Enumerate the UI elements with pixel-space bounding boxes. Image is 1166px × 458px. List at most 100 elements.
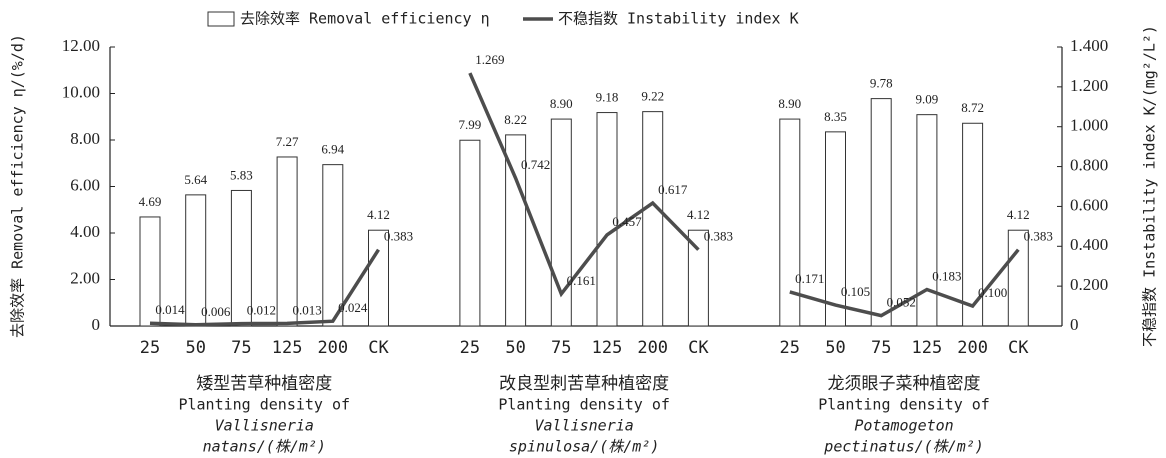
group-label: Potamogeton <box>854 417 953 435</box>
line-value-label: 0.617 <box>658 182 688 197</box>
bar <box>916 114 938 327</box>
y-tick-label: 8.00 <box>70 129 100 148</box>
bar-value-label: 6.94 <box>321 142 344 157</box>
x-tick-label: 200 <box>957 338 988 358</box>
group-label: spinulosa/(株/m²) <box>509 438 659 456</box>
group-label: Vallisneria <box>534 417 633 435</box>
bar-value-label: 5.83 <box>230 167 253 182</box>
bar-value-label: 4.12 <box>367 207 390 222</box>
group-label: Planting density of <box>818 396 990 414</box>
bar <box>687 229 709 327</box>
x-tick-label: 75 <box>871 338 891 358</box>
bar <box>505 134 527 327</box>
x-tick-label: 25 <box>140 338 160 358</box>
bar-value-label: 9.22 <box>641 89 664 104</box>
legend-label: 不稳指数 Instability index K <box>558 10 799 28</box>
bar <box>230 189 252 327</box>
x-tick-label: 200 <box>317 338 348 358</box>
x-tick-label: 200 <box>637 338 668 358</box>
line-value-label: 0.383 <box>704 229 733 244</box>
x-tick-label: 25 <box>780 338 800 358</box>
y-tick-label: 4.00 <box>70 222 100 241</box>
x-tick-label: CK <box>1008 338 1029 358</box>
bar-value-label: 8.90 <box>778 96 801 111</box>
bar <box>825 131 846 327</box>
bar-value-label: 5.64 <box>184 172 207 187</box>
bar <box>779 118 801 327</box>
y-axis-title: 去除效率 Removal efficiency η/(%/d) <box>9 34 27 338</box>
y2-tick-label: 0.800 <box>1070 155 1108 174</box>
bar <box>596 112 618 327</box>
line-value-label: 0.013 <box>292 302 321 317</box>
line <box>468 72 700 298</box>
group-label: 龙须眼子菜种植密度 <box>828 374 981 394</box>
line-value-label: 0.012 <box>247 303 276 318</box>
bar <box>550 118 572 327</box>
legend-swatch <box>207 11 235 27</box>
bar-value-label: 8.22 <box>504 112 527 127</box>
y2-tick-label: 1.000 <box>1070 116 1108 135</box>
line-value-label: 0.171 <box>795 271 824 286</box>
line-value-label: 0.383 <box>384 229 413 244</box>
bar-value-label: 8.90 <box>550 96 573 111</box>
x-tick-label: CK <box>368 338 389 358</box>
bar-value-label: 7.27 <box>276 134 299 149</box>
line-value-label: 0.383 <box>1024 229 1053 244</box>
x-tick-label: 50 <box>185 338 205 358</box>
line-value-label: 0.457 <box>612 214 642 229</box>
bar-value-label: 8.72 <box>961 100 984 115</box>
line-value-label: 0.742 <box>521 157 550 172</box>
bar <box>368 229 389 327</box>
bar-value-label: 9.18 <box>596 90 619 105</box>
y2-tick-label: 0.200 <box>1070 275 1108 294</box>
bar <box>139 216 161 327</box>
group-label: Planting density of <box>498 396 670 414</box>
bar <box>322 164 344 327</box>
x-tick-label: 75 <box>551 338 571 358</box>
x-tick-label: 25 <box>460 338 480 358</box>
group-label: natans/(株/m²) <box>203 438 326 456</box>
group-label: 改良型刺苦草种植密度 <box>499 374 669 394</box>
group-label: Vallisneria <box>215 417 314 435</box>
bar-value-label: 7.99 <box>459 117 482 132</box>
y-tick-label: 10.00 <box>62 82 100 101</box>
line-value-label: 0.052 <box>887 295 916 310</box>
bar-value-label: 9.78 <box>870 76 893 91</box>
bar <box>459 139 481 327</box>
y2-tick-label: 0.400 <box>1070 235 1108 254</box>
bar-value-label: 8.35 <box>824 109 847 124</box>
group-label: 矮型苦草种植密度 <box>196 374 332 394</box>
bar-value-label: 4.69 <box>139 194 162 209</box>
bar <box>870 98 892 327</box>
x-tick-label: 50 <box>505 338 525 358</box>
x-tick-label: 125 <box>592 338 623 358</box>
group-label: pectinatus/(株/m²) <box>823 438 984 456</box>
line-value-label: 0.014 <box>155 302 185 317</box>
x-tick-label: 75 <box>231 338 251 358</box>
line-value-label: 0.100 <box>978 285 1007 300</box>
line <box>149 248 380 327</box>
bar <box>642 111 664 327</box>
line-value-label: 0.161 <box>567 273 596 288</box>
y-tick-label: 2.00 <box>70 268 100 287</box>
line-value-label: 0.105 <box>841 284 870 299</box>
bar-value-label: 9.09 <box>916 92 939 107</box>
x-tick-label: 125 <box>912 338 943 358</box>
y-tick-label: 0 <box>92 315 101 334</box>
bar <box>1007 229 1029 327</box>
x-tick-label: CK <box>688 338 709 358</box>
bar <box>962 122 984 327</box>
line-value-label: 1.269 <box>475 52 504 67</box>
x-tick-label: 125 <box>272 338 303 358</box>
y-tick-label: 12.00 <box>62 36 100 55</box>
line-value-label: 0.006 <box>201 304 231 319</box>
y2-tick-label: 1.200 <box>1070 76 1108 95</box>
bar-value-label: 4.12 <box>687 207 710 222</box>
y2-tick-label: 0.600 <box>1070 195 1108 214</box>
bar <box>276 156 298 327</box>
legend-label: 去除效率 Removal efficiency η <box>240 10 490 28</box>
y-tick-label: 6.00 <box>70 175 100 194</box>
y2-axis-title: 不稳指数 Instability index K/(mg²/L²) <box>1141 25 1159 347</box>
group-label: Planting density of <box>178 396 350 414</box>
